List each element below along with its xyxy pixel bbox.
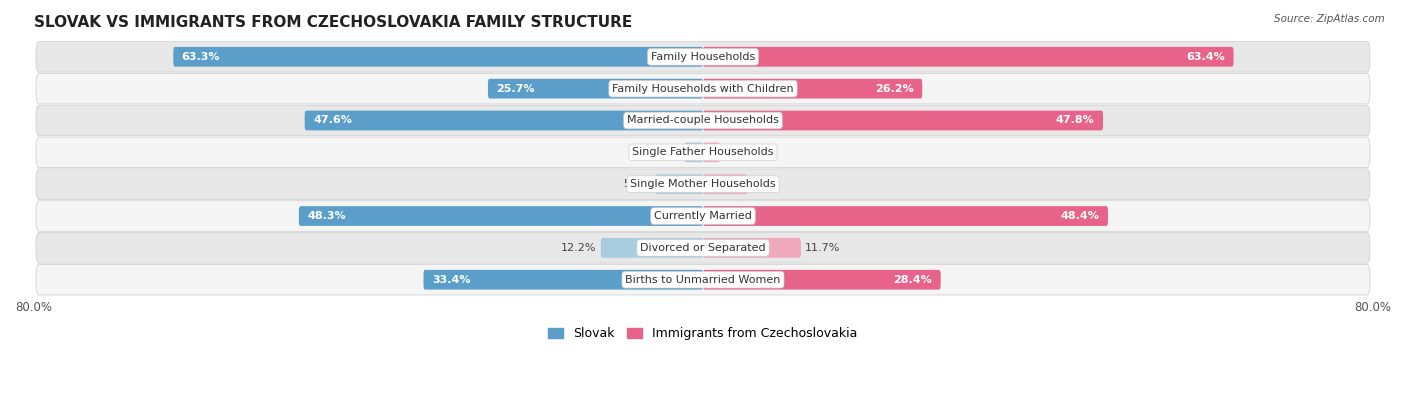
FancyBboxPatch shape — [703, 174, 748, 194]
FancyBboxPatch shape — [600, 238, 703, 258]
FancyBboxPatch shape — [423, 270, 703, 290]
Text: 11.7%: 11.7% — [806, 243, 841, 253]
Text: 2.0%: 2.0% — [724, 147, 752, 157]
Legend: Slovak, Immigrants from Czechoslovakia: Slovak, Immigrants from Czechoslovakia — [543, 322, 863, 346]
Text: 63.3%: 63.3% — [181, 52, 221, 62]
Text: Currently Married: Currently Married — [654, 211, 752, 221]
FancyBboxPatch shape — [37, 201, 1369, 231]
Text: 47.6%: 47.6% — [314, 115, 352, 126]
FancyBboxPatch shape — [37, 105, 1369, 136]
Text: 48.3%: 48.3% — [307, 211, 346, 221]
FancyBboxPatch shape — [703, 143, 720, 162]
FancyBboxPatch shape — [703, 206, 1108, 226]
FancyBboxPatch shape — [488, 79, 703, 98]
FancyBboxPatch shape — [703, 238, 801, 258]
Text: 2.2%: 2.2% — [652, 147, 681, 157]
Text: Source: ZipAtlas.com: Source: ZipAtlas.com — [1274, 14, 1385, 24]
FancyBboxPatch shape — [655, 174, 703, 194]
Text: 26.2%: 26.2% — [875, 84, 914, 94]
FancyBboxPatch shape — [703, 111, 1104, 130]
Text: 5.3%: 5.3% — [752, 179, 780, 189]
FancyBboxPatch shape — [173, 47, 703, 67]
FancyBboxPatch shape — [685, 143, 703, 162]
FancyBboxPatch shape — [37, 264, 1369, 295]
Text: 12.2%: 12.2% — [561, 243, 596, 253]
FancyBboxPatch shape — [305, 111, 703, 130]
Text: SLOVAK VS IMMIGRANTS FROM CZECHOSLOVAKIA FAMILY STRUCTURE: SLOVAK VS IMMIGRANTS FROM CZECHOSLOVAKIA… — [34, 15, 631, 30]
FancyBboxPatch shape — [299, 206, 703, 226]
Text: 5.7%: 5.7% — [623, 179, 651, 189]
Text: 48.4%: 48.4% — [1060, 211, 1099, 221]
Text: 63.4%: 63.4% — [1187, 52, 1225, 62]
FancyBboxPatch shape — [37, 41, 1369, 72]
FancyBboxPatch shape — [703, 47, 1233, 67]
Text: Family Households with Children: Family Households with Children — [612, 84, 794, 94]
Text: Births to Unmarried Women: Births to Unmarried Women — [626, 275, 780, 285]
FancyBboxPatch shape — [703, 270, 941, 290]
Text: Single Father Households: Single Father Households — [633, 147, 773, 157]
Text: Married-couple Households: Married-couple Households — [627, 115, 779, 126]
Text: Single Mother Households: Single Mother Households — [630, 179, 776, 189]
FancyBboxPatch shape — [703, 79, 922, 98]
FancyBboxPatch shape — [37, 169, 1369, 199]
Text: 33.4%: 33.4% — [432, 275, 471, 285]
Text: Divorced or Separated: Divorced or Separated — [640, 243, 766, 253]
Text: 47.8%: 47.8% — [1056, 115, 1095, 126]
Text: 25.7%: 25.7% — [496, 84, 534, 94]
FancyBboxPatch shape — [37, 137, 1369, 167]
FancyBboxPatch shape — [37, 73, 1369, 104]
FancyBboxPatch shape — [37, 233, 1369, 263]
Text: 28.4%: 28.4% — [894, 275, 932, 285]
Text: Family Households: Family Households — [651, 52, 755, 62]
